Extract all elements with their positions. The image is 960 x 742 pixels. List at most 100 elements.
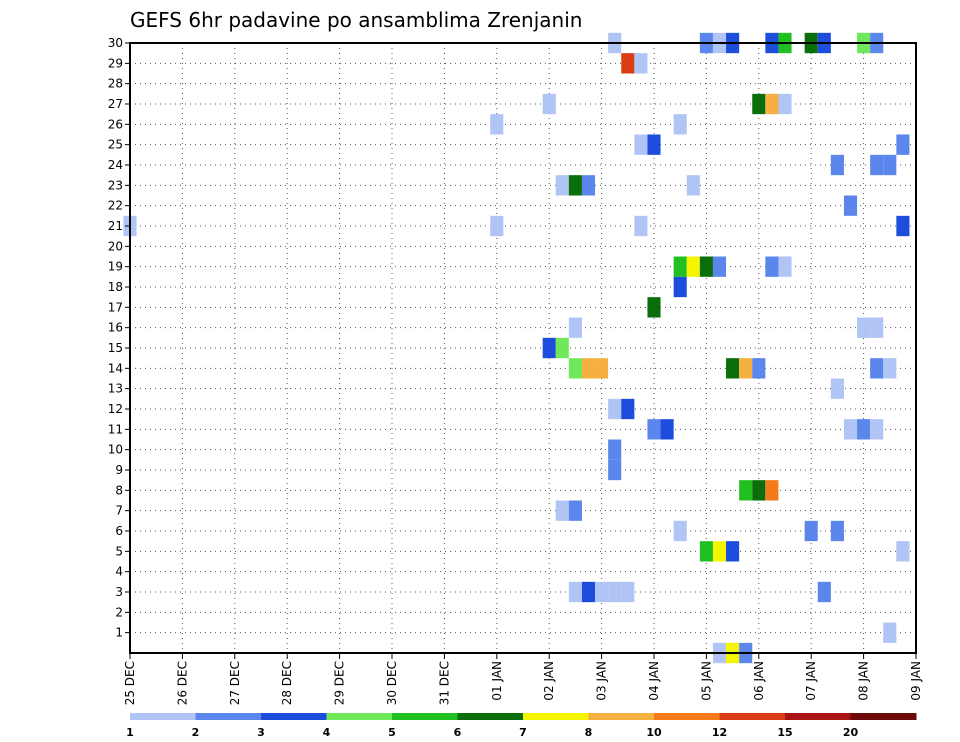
precip-cell: [568, 500, 582, 521]
precip-cell: [555, 337, 569, 359]
y-tick-label: 23: [108, 178, 123, 192]
precip-cell: [896, 134, 910, 155]
precip-cell: [608, 439, 622, 460]
x-tick-label: 28 DEC: [280, 661, 294, 705]
precip-cell: [621, 581, 635, 603]
precip-cell: [765, 256, 779, 277]
precip-cell: [712, 541, 727, 562]
legend-label: 8: [585, 726, 593, 739]
precip-cell: [726, 541, 740, 562]
precip-cell: [870, 154, 884, 176]
precip-cell: [673, 520, 687, 542]
x-tick-label: 25 DEC: [123, 661, 137, 705]
precip-cell: [843, 419, 858, 440]
y-tick-label: 13: [108, 382, 123, 396]
legend-label: 10: [646, 726, 662, 739]
y-tick-label: 5: [115, 544, 123, 558]
precip-cell: [634, 53, 648, 74]
legend-label: 2: [192, 726, 200, 739]
legend-label: 6: [454, 726, 462, 739]
precip-cell: [765, 480, 779, 501]
y-tick-label: 16: [108, 321, 123, 335]
color-legend: 1 2 3 4 5 6 7 8 10 12 15 20: [126, 713, 917, 739]
x-tick-label: 02 JAN: [542, 661, 556, 701]
x-tick-label: 27 DEC: [228, 661, 242, 705]
precip-cell: [870, 419, 884, 440]
legend-label: 4: [323, 726, 331, 739]
grid-lines: [129, 42, 917, 653]
precip-cell: [870, 317, 884, 338]
legend-label: 12: [712, 726, 727, 739]
precip-cell: [804, 520, 818, 542]
y-tick-label: 4: [115, 565, 123, 579]
y-tick-label: 6: [115, 524, 123, 538]
x-tick-label: 05 JAN: [699, 661, 713, 701]
precip-cell: [634, 215, 648, 237]
y-tick-label: 18: [108, 280, 123, 294]
precip-cell: [896, 215, 910, 237]
legend-swatch: [785, 713, 851, 720]
precip-cell: [830, 154, 844, 176]
legend-swatch: [326, 713, 393, 720]
legend-swatch: [457, 713, 524, 720]
x-tick-label: 09 JAN: [909, 661, 923, 701]
x-tick-label: 03 JAN: [595, 661, 609, 701]
y-tick-label: 9: [115, 463, 123, 477]
y-tick-label: 10: [108, 443, 123, 457]
precip-cell: [581, 358, 596, 379]
precip-cell: [686, 256, 700, 277]
precip-cell: [673, 276, 687, 298]
y-tick-label: 22: [108, 199, 123, 213]
precip-cell: [752, 358, 766, 379]
precip-cell: [595, 358, 609, 379]
legend-swatch: [588, 713, 655, 720]
x-tick-label: 01 JAN: [490, 661, 504, 701]
precip-cell: [883, 622, 897, 643]
y-tick-label: 28: [108, 77, 123, 91]
precip-cell: [726, 358, 740, 379]
x-axis-ticks: 25 DEC 26 DEC 27 DEC 28 DEC 29 DEC 30 DEC 31 D…: [123, 653, 923, 705]
legend-swatch: [130, 713, 196, 720]
precip-cell: [817, 581, 831, 603]
y-tick-label: 15: [108, 341, 123, 355]
legend-swatch: [261, 713, 327, 720]
precip-cell: [883, 358, 897, 379]
precip-cell: [765, 93, 779, 115]
legend-label: 15: [777, 726, 792, 739]
x-tick-label: 07 JAN: [804, 661, 818, 701]
precip-cell: [647, 419, 661, 440]
precip-cell: [555, 175, 569, 196]
legend-swatch: [719, 713, 786, 720]
precip-cell: [608, 459, 622, 481]
precip-cell: [830, 520, 844, 542]
y-tick-label: 26: [108, 117, 123, 131]
plot-frame: [129, 42, 917, 654]
precip-cell: [621, 53, 635, 74]
precip-cells: [123, 32, 910, 664]
precip-cell: [712, 256, 727, 277]
precip-cell: [673, 256, 687, 277]
precip-cell: [752, 93, 766, 115]
y-tick-label: 24: [108, 158, 123, 172]
y-tick-label: 7: [115, 504, 123, 518]
legend-swatch: [195, 713, 262, 720]
y-tick-label: 1: [115, 626, 123, 640]
precip-cell: [608, 581, 622, 603]
y-tick-label: 17: [108, 300, 123, 314]
precip-cell: [647, 134, 661, 155]
legend-label: 5: [388, 726, 396, 739]
precip-cell: [581, 175, 596, 196]
precip-cell: [843, 195, 858, 216]
precip-cell: [673, 114, 687, 135]
precip-cell: [883, 154, 897, 176]
precip-cell: [490, 215, 504, 237]
precip-cell: [752, 480, 766, 501]
x-tick-label: 26 DEC: [175, 661, 189, 705]
precip-cell: [739, 480, 753, 501]
x-tick-label: 29 DEC: [333, 661, 347, 705]
x-tick-label: 06 JAN: [752, 661, 766, 701]
y-tick-label: 11: [108, 422, 123, 436]
precip-cell: [555, 500, 569, 521]
precip-cell: [568, 581, 582, 603]
